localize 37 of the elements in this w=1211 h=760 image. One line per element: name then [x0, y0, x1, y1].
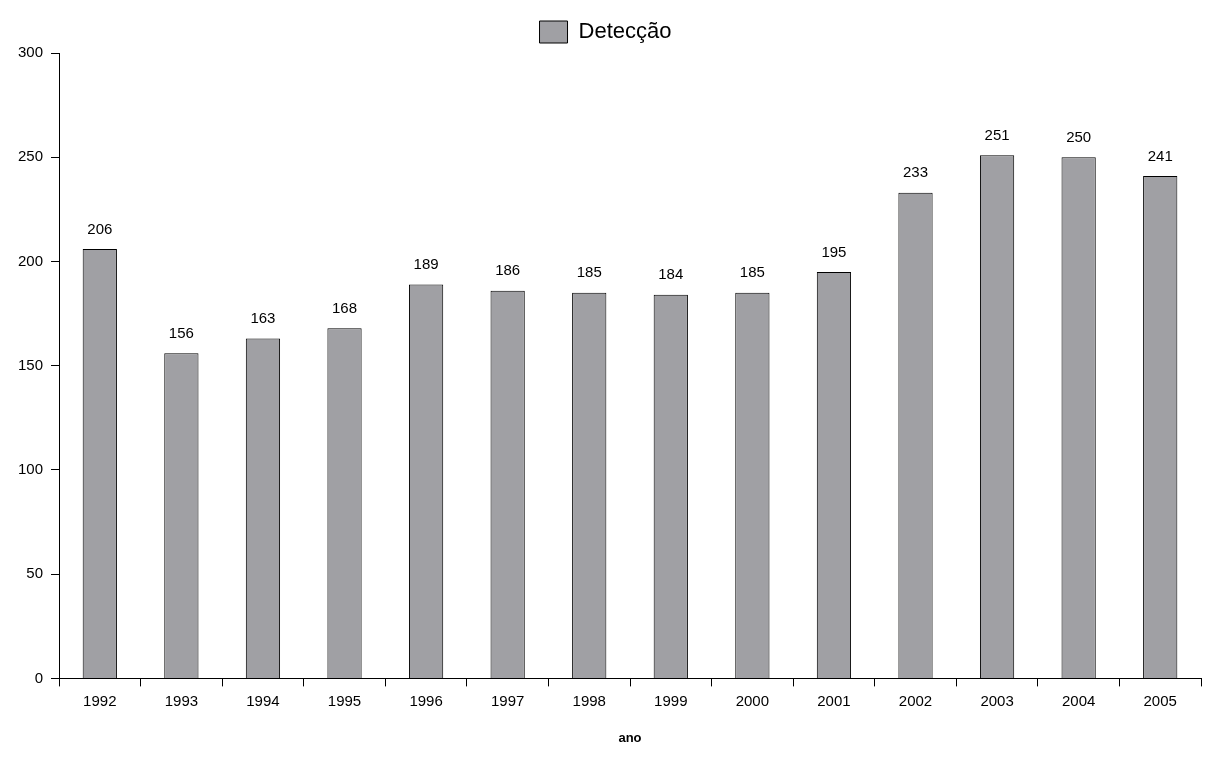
data-label: 185 [739, 263, 765, 281]
x-tick-label: 1995 [327, 691, 362, 709]
y-tick-label: 250 [18, 147, 44, 165]
y-tick-label: 300 [18, 43, 44, 61]
data-label: 251 [984, 125, 1010, 143]
data-label: 186 [495, 261, 521, 279]
data-label: 156 [168, 323, 194, 341]
x-tick-label: 1996 [409, 691, 443, 709]
data-label: 250 [1066, 127, 1092, 145]
x-tick-label: 1997 [490, 691, 525, 709]
x-tick-label: 1993 [164, 691, 199, 709]
y-tick-label: 0 [34, 668, 44, 686]
data-label: 241 [1147, 146, 1173, 164]
data-label: 206 [87, 219, 113, 237]
x-tick-label: 2001 [817, 691, 851, 709]
x-axis-title: ano [618, 729, 642, 745]
y-tick-label: 100 [18, 460, 44, 478]
x-tick-label: 2000 [735, 691, 770, 709]
x-tick-label: 1994 [246, 691, 280, 709]
x-tick-label: 2005 [1143, 691, 1177, 709]
data-label: 233 [902, 163, 929, 181]
data-label: 163 [250, 309, 276, 327]
data-label: 185 [576, 263, 602, 281]
x-tick-label: 2002 [898, 691, 933, 709]
legend-label: Detecção [578, 18, 672, 44]
data-label: 195 [821, 242, 847, 260]
x-tick-label: 1992 [83, 691, 117, 709]
y-tick-label: 150 [18, 355, 44, 373]
y-tick-label: 50 [26, 564, 44, 582]
data-label: 189 [413, 255, 439, 273]
x-tick-label: 1998 [572, 691, 606, 709]
data-label: 168 [332, 298, 358, 316]
data-label: 184 [658, 265, 684, 283]
x-tick-label: 2003 [980, 691, 1014, 709]
y-tick-label: 200 [18, 251, 44, 269]
x-tick-label: 2004 [1061, 691, 1096, 709]
x-tick-label: 1999 [654, 691, 688, 709]
